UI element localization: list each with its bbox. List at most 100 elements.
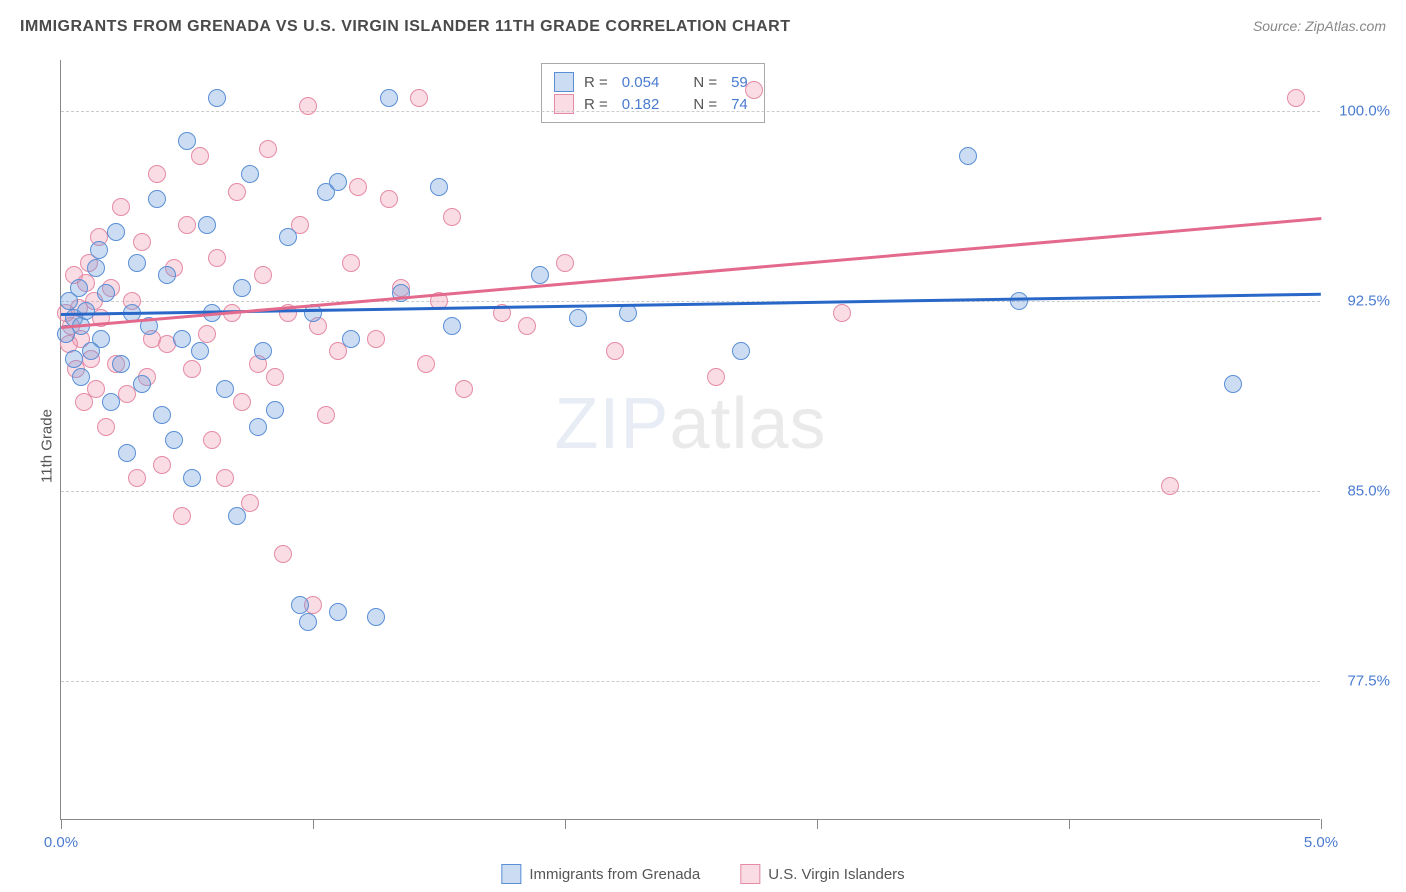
correlation-legend: R = 0.054 N = 59 R = 0.182 N = 74 (541, 63, 765, 123)
scatter-point (97, 418, 115, 436)
x-tick (1321, 819, 1322, 829)
scatter-point (556, 254, 574, 272)
scatter-point (291, 596, 309, 614)
scatter-point (183, 469, 201, 487)
legend-swatch-pink-icon (740, 864, 760, 884)
scatter-point (443, 208, 461, 226)
scatter-point (1287, 89, 1305, 107)
legend-row-blue: R = 0.054 N = 59 (554, 72, 752, 92)
legend-swatch-blue-icon (501, 864, 521, 884)
scatter-point (183, 360, 201, 378)
scatter-point (148, 165, 166, 183)
scatter-point (128, 254, 146, 272)
scatter-point (417, 355, 435, 373)
scatter-point (92, 330, 110, 348)
bottom-legend-pink-label: U.S. Virgin Islanders (768, 866, 904, 883)
scatter-point (97, 284, 115, 302)
scatter-point (430, 178, 448, 196)
scatter-point (208, 89, 226, 107)
scatter-point (233, 393, 251, 411)
legend-swatch-blue (554, 72, 574, 92)
chart-title: IMMIGRANTS FROM GRENADA VS U.S. VIRGIN I… (20, 18, 790, 36)
x-tick-label: 0.0% (44, 834, 78, 851)
scatter-point (208, 249, 226, 267)
scatter-point (102, 393, 120, 411)
scatter-point (443, 317, 461, 335)
y-tick-label: 85.0% (1330, 482, 1390, 499)
scatter-point (367, 608, 385, 626)
source-label: Source: ZipAtlas.com (1253, 18, 1386, 34)
scatter-point (77, 302, 95, 320)
scatter-point (228, 183, 246, 201)
scatter-point (191, 342, 209, 360)
scatter-point (90, 241, 108, 259)
scatter-point (112, 198, 130, 216)
scatter-point (216, 380, 234, 398)
scatter-point (254, 342, 272, 360)
watermark-bold: ZIP (554, 384, 669, 464)
scatter-point (87, 380, 105, 398)
x-tick-label: 5.0% (1304, 834, 1338, 851)
scatter-point (259, 140, 277, 158)
scatter-point (380, 190, 398, 208)
scatter-point (165, 431, 183, 449)
scatter-point (732, 342, 750, 360)
scatter-point (158, 266, 176, 284)
scatter-point (228, 507, 246, 525)
scatter-point (249, 418, 267, 436)
scatter-point (133, 233, 151, 251)
scatter-point (299, 613, 317, 631)
scatter-point (173, 330, 191, 348)
scatter-point (299, 97, 317, 115)
scatter-point (959, 147, 977, 165)
scatter-point (107, 223, 125, 241)
grid-line (61, 681, 1320, 682)
scatter-point (178, 216, 196, 234)
scatter-point (133, 375, 151, 393)
scatter-point (317, 406, 335, 424)
scatter-point (342, 330, 360, 348)
bottom-legend-blue: Immigrants from Grenada (501, 864, 700, 884)
scatter-point (619, 304, 637, 322)
grid-line (61, 301, 1320, 302)
scatter-point (254, 266, 272, 284)
scatter-point (1010, 292, 1028, 310)
scatter-point (274, 545, 292, 563)
bottom-legend-pink: U.S. Virgin Islanders (740, 864, 904, 884)
scatter-point (153, 406, 171, 424)
scatter-point (1224, 375, 1242, 393)
x-tick (313, 819, 314, 829)
scatter-point (707, 368, 725, 386)
y-tick-label: 100.0% (1330, 102, 1390, 119)
plot-area: ZIPatlas R = 0.054 N = 59 R = 0.182 N = … (60, 60, 1320, 820)
scatter-point (279, 228, 297, 246)
grid-line (61, 111, 1320, 112)
scatter-point (1161, 477, 1179, 495)
scatter-point (233, 279, 251, 297)
y-tick-label: 92.5% (1330, 292, 1390, 309)
trend-line (61, 293, 1321, 316)
scatter-point (266, 401, 284, 419)
bottom-legend-blue-label: Immigrants from Grenada (529, 866, 700, 883)
scatter-point (380, 89, 398, 107)
scatter-point (367, 330, 385, 348)
scatter-point (173, 507, 191, 525)
scatter-point (112, 355, 130, 373)
scatter-point (569, 309, 587, 327)
scatter-point (216, 469, 234, 487)
scatter-point (128, 469, 146, 487)
scatter-point (178, 132, 196, 150)
n-label: N = (693, 74, 717, 91)
scatter-point (153, 456, 171, 474)
scatter-point (410, 89, 428, 107)
scatter-point (65, 350, 83, 368)
x-tick (817, 819, 818, 829)
scatter-point (148, 190, 166, 208)
scatter-point (518, 317, 536, 335)
scatter-point (329, 173, 347, 191)
grid-line (61, 491, 1320, 492)
y-tick-label: 77.5% (1330, 672, 1390, 689)
scatter-point (455, 380, 473, 398)
x-tick (1069, 819, 1070, 829)
scatter-point (241, 165, 259, 183)
